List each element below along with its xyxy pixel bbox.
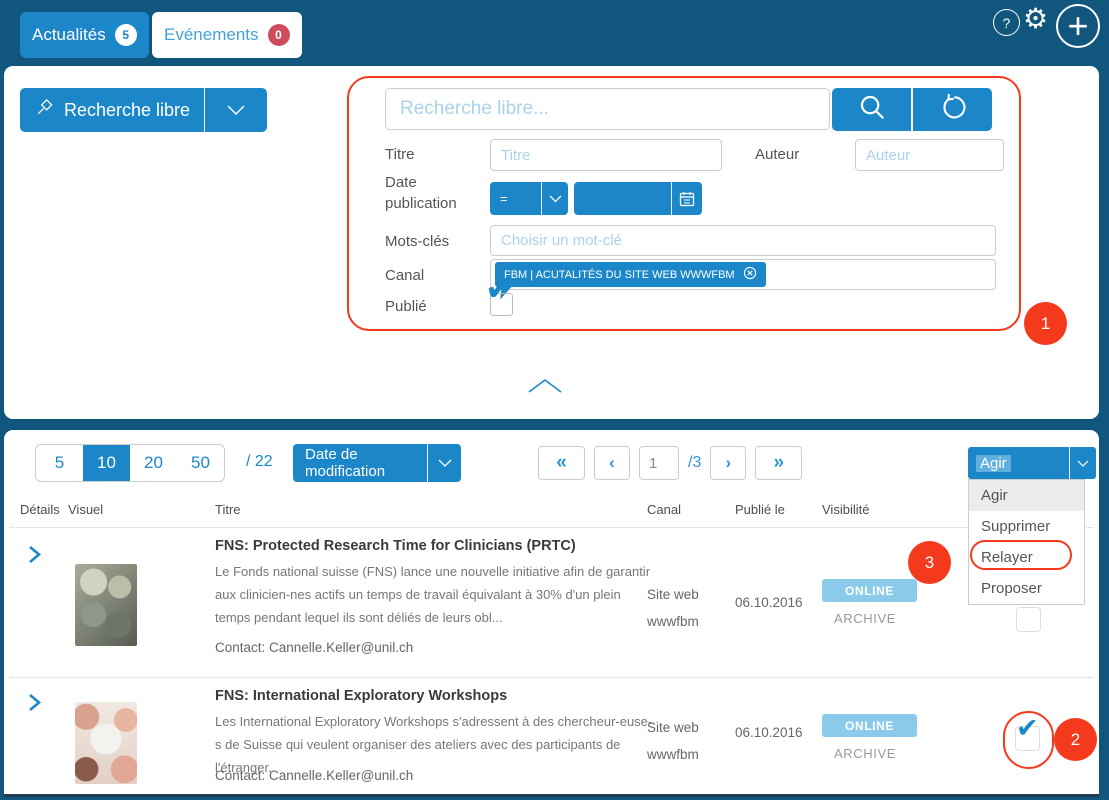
mots-cles-label: Mots-clés bbox=[385, 233, 450, 250]
row-contact: Contact: Cannelle.Keller@unil.ch bbox=[215, 768, 414, 783]
collapse-panel-button[interactable] bbox=[527, 378, 563, 399]
auteur-label: Auteur bbox=[755, 146, 800, 163]
prev-page-button[interactable]: ‹ bbox=[594, 446, 630, 480]
column-visuel: Visuel bbox=[68, 502, 104, 517]
row-published-date: 06.10.2016 bbox=[735, 595, 803, 610]
last-page-button[interactable]: » bbox=[755, 446, 803, 480]
annotation-3-badge: 3 bbox=[908, 541, 951, 584]
search-button-group bbox=[832, 88, 992, 131]
row-expand-button[interactable] bbox=[28, 693, 42, 717]
next-page-button[interactable]: › bbox=[710, 446, 747, 480]
column-publie-le: Publié le bbox=[735, 502, 785, 517]
page-size-5[interactable]: 5 bbox=[54, 453, 65, 472]
action-option-supprimer[interactable]: Supprimer bbox=[981, 518, 1051, 535]
row-separator bbox=[10, 677, 1093, 678]
calendar-icon[interactable] bbox=[672, 182, 702, 215]
status-archive[interactable]: ARCHIVE bbox=[834, 611, 896, 626]
pagination: « ‹ /3 › » bbox=[538, 446, 803, 480]
row-checkbox-checked[interactable] bbox=[1015, 726, 1040, 751]
chevron-down-icon bbox=[542, 182, 568, 215]
date-publication-label: Date publication bbox=[385, 174, 457, 212]
tab-evenements-count-badge: 0 bbox=[267, 24, 290, 46]
row-canal: Site web wwwfbm bbox=[647, 587, 699, 629]
row-thumbnail[interactable] bbox=[75, 702, 137, 784]
mots-cles-input[interactable] bbox=[490, 225, 996, 256]
sort-label: Date de modification bbox=[293, 444, 428, 482]
tab-actualites-count-badge: 5 bbox=[114, 24, 137, 46]
page-size-20[interactable]: 20 bbox=[144, 453, 163, 472]
row-checkbox[interactable] bbox=[1016, 607, 1041, 632]
row-thumbnail[interactable] bbox=[75, 564, 137, 646]
action-option-relayer[interactable]: Relayer bbox=[981, 549, 1033, 566]
add-icon[interactable]: + bbox=[1056, 4, 1100, 48]
titre-input[interactable] bbox=[490, 139, 722, 171]
action-dropdown[interactable]: Agir bbox=[968, 447, 1096, 479]
pin-icon bbox=[34, 98, 54, 123]
canal-tag[interactable]: FBM | ACUTALITÉS DU SITE WEB WWWFBM bbox=[495, 262, 766, 287]
action-menu: Agir Supprimer Relayer Proposer bbox=[968, 479, 1085, 605]
row-canal: Site web wwwfbm bbox=[647, 720, 699, 762]
row-title[interactable]: FNS: Protected Research Time for Clinici… bbox=[215, 538, 576, 554]
chevron-down-icon bbox=[1070, 447, 1096, 479]
publie-checkbox[interactable] bbox=[490, 293, 513, 316]
first-page-button[interactable]: « bbox=[538, 446, 585, 480]
help-icon[interactable]: ? bbox=[993, 9, 1020, 36]
reset-icon bbox=[938, 92, 968, 127]
canal-tag-label: FBM | ACUTALITÉS DU SITE WEB WWWFBM bbox=[504, 268, 735, 281]
row-description: Les International Exploratory Workshops … bbox=[215, 714, 653, 775]
row-expand-button[interactable] bbox=[28, 545, 42, 569]
column-canal: Canal bbox=[647, 502, 681, 517]
action-option-proposer[interactable]: Proposer bbox=[981, 580, 1042, 597]
column-visibilite: Visibilité bbox=[822, 502, 870, 517]
sort-dropdown[interactable]: Date de modification bbox=[293, 444, 461, 482]
tab-evenements[interactable]: Evénements 0 bbox=[152, 12, 302, 58]
tab-actualites-label: Actualités bbox=[32, 25, 106, 44]
row-description: Le Fonds national suisse (FNS) lance une… bbox=[215, 564, 651, 625]
free-search-toggle-button[interactable]: Recherche libre bbox=[20, 88, 267, 132]
auteur-input[interactable] bbox=[855, 139, 1004, 171]
page-size-50[interactable]: 50 bbox=[191, 453, 210, 472]
titre-label: Titre bbox=[385, 146, 415, 163]
column-details: Détails bbox=[20, 502, 60, 517]
date-publication-input[interactable] bbox=[574, 182, 702, 215]
chevron-down-icon[interactable] bbox=[205, 88, 267, 132]
page-size-10[interactable]: 10 bbox=[83, 445, 130, 481]
date-operator-select[interactable]: = bbox=[490, 182, 568, 215]
results-panel: 5 10 20 50 / 22 Date de modification « ‹… bbox=[4, 430, 1099, 797]
tab-actualites[interactable]: Actualités 5 bbox=[20, 12, 149, 58]
page-count-label: /3 bbox=[688, 454, 702, 471]
reset-search-button[interactable] bbox=[913, 88, 992, 131]
free-search-toggle-label: Recherche libre bbox=[63, 99, 191, 120]
search-panel: Recherche libre bbox=[4, 66, 1099, 419]
date-operator-value: = bbox=[490, 182, 542, 215]
row-published-date: 06.10.2016 bbox=[735, 725, 803, 740]
header-separator bbox=[10, 527, 1093, 528]
canal-input[interactable] bbox=[490, 259, 996, 290]
remove-tag-icon[interactable] bbox=[743, 266, 757, 283]
settings-gear-icon[interactable]: ⚙ bbox=[1023, 2, 1049, 35]
total-count: / 22 bbox=[246, 453, 273, 470]
status-badge-online[interactable]: ONLINE bbox=[822, 714, 917, 737]
publie-label: Publié bbox=[385, 298, 427, 315]
action-dropdown-value: Agir bbox=[976, 454, 1011, 472]
tab-evenements-label: Evénements bbox=[164, 25, 259, 44]
canal-label: Canal bbox=[385, 267, 425, 284]
free-search-input[interactable] bbox=[385, 88, 830, 130]
current-page-input[interactable] bbox=[639, 446, 679, 480]
annotation-1-badge: 1 bbox=[1024, 302, 1067, 345]
search-icon bbox=[857, 92, 887, 127]
status-archive[interactable]: ARCHIVE bbox=[834, 746, 896, 761]
chevron-down-icon bbox=[428, 444, 461, 482]
page-size-selector: 5 10 20 50 bbox=[35, 444, 225, 482]
row-contact: Contact: Cannelle.Keller@unil.ch bbox=[215, 640, 414, 655]
annotation-2-badge: 2 bbox=[1054, 718, 1097, 761]
status-badge-online[interactable]: ONLINE bbox=[822, 579, 917, 602]
action-option-agir[interactable]: Agir bbox=[969, 480, 1084, 511]
row-title[interactable]: FNS: International Exploratory Workshops bbox=[215, 688, 508, 704]
search-button[interactable] bbox=[832, 88, 913, 131]
column-titre: Titre bbox=[215, 502, 241, 517]
